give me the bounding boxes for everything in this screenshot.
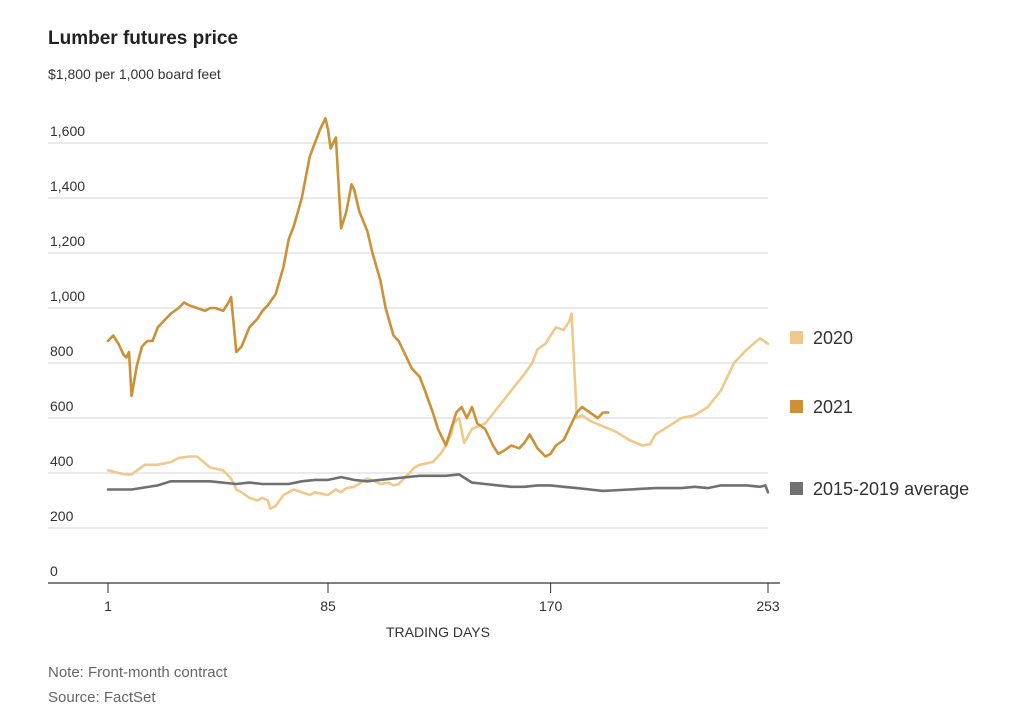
- y-tick-label: 400: [50, 453, 74, 469]
- y-tick-label: 1,600: [50, 123, 85, 139]
- x-tick-label: 1: [104, 598, 112, 614]
- y-tick-label: 600: [50, 398, 74, 414]
- series-line-2020: [106, 312, 770, 511]
- gridlines: [48, 142, 780, 584]
- legend-item: 2020: [790, 328, 853, 348]
- x-axis-label: TRADING DAYS: [386, 624, 490, 640]
- legend-label: 2020: [813, 328, 853, 348]
- y-tick-label: 1,000: [50, 288, 85, 304]
- legend-swatch: [790, 400, 803, 413]
- chart-title: Lumber futures price: [48, 28, 239, 49]
- y-tick-label: 800: [50, 343, 74, 359]
- x-tick-label: 85: [320, 598, 336, 614]
- unit-label: $1,800 per 1,000 board feet: [48, 66, 221, 82]
- series-line-2021: [106, 117, 610, 458]
- x-tick-label: 170: [539, 598, 563, 614]
- y-tick-label: 1,200: [50, 233, 85, 249]
- legend-item: 2015-2019 average: [790, 479, 969, 499]
- y-tick-label: 1,400: [50, 178, 85, 194]
- legend-item: 2021: [790, 397, 853, 417]
- y-axis-ticks: 0 200 400 600 800 1,000 1,200 1,400 1,600: [50, 123, 85, 579]
- y-tick-label: 200: [50, 508, 74, 524]
- legend-swatch: [790, 482, 803, 495]
- legend-label: 2015-2019 average: [813, 479, 969, 499]
- x-axis-ticks: 1 85 170 253: [104, 583, 780, 614]
- legend-label: 2021: [813, 397, 853, 417]
- source-note: Source: FactSet: [48, 689, 156, 706]
- series-lines: [106, 117, 770, 511]
- y-tick-label: 0: [50, 563, 58, 579]
- series-line-2015-2019-average: [106, 473, 770, 494]
- legend-swatch: [790, 331, 803, 344]
- legend: 2020 2021 2015-2019 average: [790, 328, 969, 499]
- footnote: Note: Front-month contract: [48, 664, 228, 681]
- x-tick-label: 253: [756, 598, 780, 614]
